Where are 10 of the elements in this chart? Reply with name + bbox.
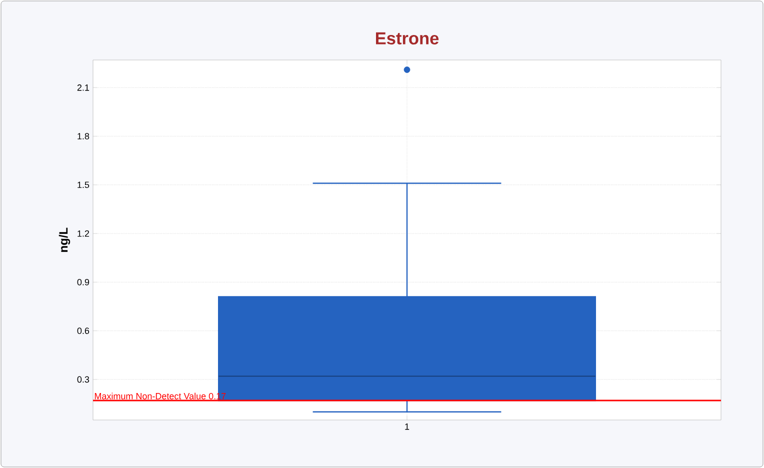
- y-tick-label: 0.9: [77, 278, 90, 286]
- y-tick-label: 0.3: [77, 376, 90, 383]
- chart-title: Estrone: [376, 32, 439, 44]
- x-tick-label: 1: [405, 424, 410, 430]
- y-tick-label: 1.2: [78, 230, 90, 237]
- y-tick-label: 0.6: [77, 328, 90, 334]
- y-tick-label: 1.8: [78, 133, 90, 140]
- y-tick-label: 2.1: [77, 84, 90, 91]
- y-tick-label: 1.5: [78, 182, 90, 188]
- y-axis-title: ng/L: [58, 228, 70, 252]
